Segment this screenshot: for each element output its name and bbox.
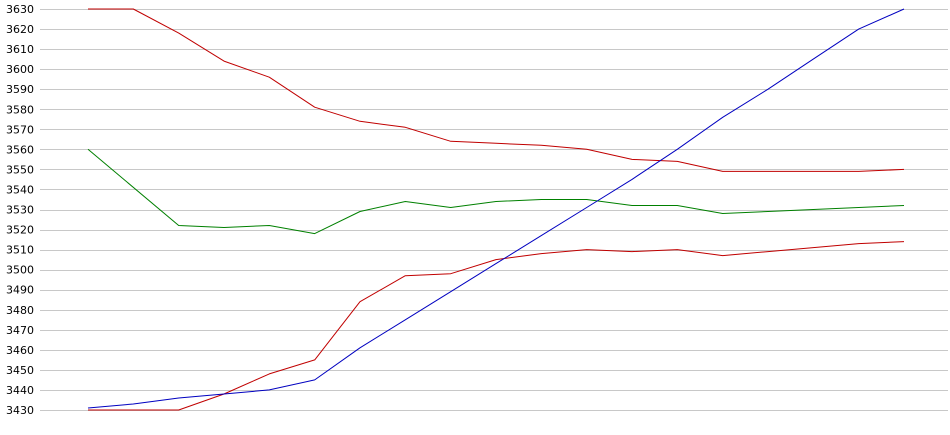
y-tick-label: 3540 (6, 183, 34, 196)
series-line-3 (88, 241, 905, 411)
y-axis-tick-labels: 3430 3440 3450 3460 3470 3480 3490 3500 3510 3520… (6, 3, 34, 417)
plot-area (87, 8, 905, 411)
y-tick-label: 3480 (6, 304, 34, 317)
y-tick-label: 3490 (6, 284, 34, 297)
y-tick-label: 3460 (6, 344, 34, 357)
y-tick-label: 3580 (6, 103, 34, 116)
y-tick-label: 3520 (6, 224, 34, 237)
y-tick-label: 3530 (6, 204, 34, 217)
series-line-4 (87, 8, 905, 409)
grid-lines (40, 9, 948, 411)
y-tick-label: 3630 (6, 3, 34, 16)
y-tick-label: 3500 (6, 264, 34, 277)
series-line-1 (88, 8, 905, 172)
y-tick-label: 3450 (6, 364, 34, 377)
y-tick-label: 3570 (6, 123, 34, 136)
series-line-2 (87, 148, 905, 235)
y-tick-label: 3470 (6, 324, 34, 337)
y-tick-label: 3510 (6, 244, 34, 257)
y-tick-label: 3430 (6, 404, 34, 417)
y-tick-label: 3610 (6, 43, 34, 56)
y-tick-label: 3550 (6, 163, 34, 176)
y-tick-label: 3620 (6, 23, 34, 36)
y-tick-label: 3440 (6, 384, 34, 397)
y-tick-label: 3590 (6, 83, 34, 96)
y-tick-label: 3560 (6, 143, 34, 156)
y-tick-label: 3600 (6, 63, 34, 76)
